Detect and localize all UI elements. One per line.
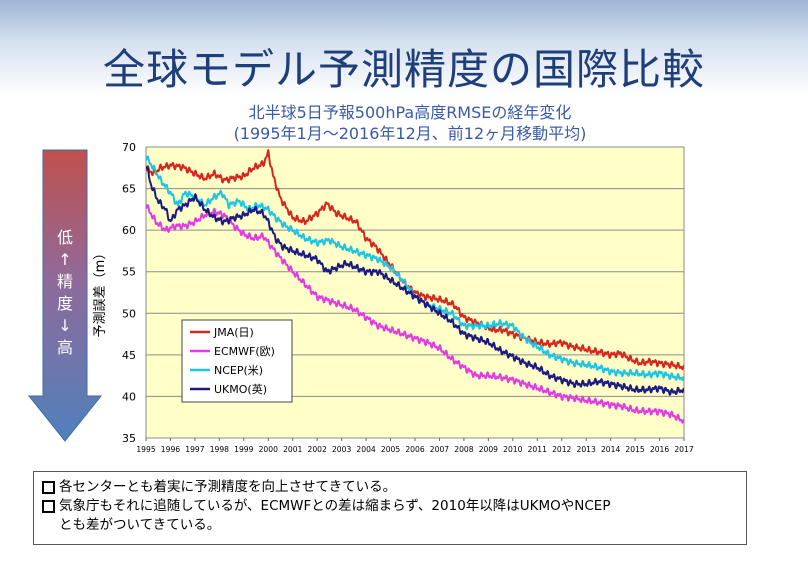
x-tick-label: 2007 bbox=[430, 445, 449, 454]
note-text: とも差がついてきている。 bbox=[59, 517, 221, 533]
header-band bbox=[0, 0, 808, 96]
note-text: 各センターとも着実に予測精度を向上させてきている。 bbox=[59, 479, 397, 495]
x-tick-label: 2010 bbox=[503, 445, 522, 454]
notes-box: 各センターとも着実に予測精度を向上させてきている。 気象庁もそれに追随しているが… bbox=[33, 471, 747, 545]
x-tick-label: 1996 bbox=[161, 445, 180, 454]
series-line bbox=[146, 149, 684, 371]
x-tick-labels: 1995 1996 1997 1998 1999 2000 2001 2002 2003 2004… bbox=[136, 438, 694, 454]
chart-subtitle-1: 北半球5日予報500hPa高度RMSEの経年変化 bbox=[248, 103, 572, 122]
page-title: 全球モデル予測精度の国際比較 bbox=[102, 45, 705, 94]
y-tick-label: 70 bbox=[122, 141, 136, 154]
y-axis-title: 予測誤差（m） bbox=[92, 247, 108, 338]
x-tick-label: 2003 bbox=[332, 445, 351, 454]
x-tick-label: 1995 bbox=[136, 445, 155, 454]
x-tick-label: 1998 bbox=[210, 445, 229, 454]
note-item: 気象庁もそれに追随しているが、ECMWFとの差は縮まらず、2010年以降はUKM… bbox=[42, 497, 738, 516]
note-item: とも差がついてきている。 bbox=[42, 516, 738, 535]
legend-label: NCEP(米) bbox=[214, 364, 263, 377]
x-tick-label: 2001 bbox=[283, 445, 302, 454]
legend-label: ECMWF(欧) bbox=[214, 345, 275, 358]
x-tick-label: 2016 bbox=[650, 445, 669, 454]
chart-subtitle-2: (1995年1月～2016年12月、前12ヶ月移動平均) bbox=[233, 124, 587, 143]
accuracy-arrow-label: 低 ↑ 精度 ↓ 高 bbox=[57, 228, 73, 357]
arrow-label-char: 高 bbox=[57, 338, 73, 357]
y-tick-labels: 35 40 45 50 55 60 65 70 bbox=[122, 141, 136, 445]
x-tick-label: 1997 bbox=[185, 445, 204, 454]
x-tick-label: 1999 bbox=[234, 445, 253, 454]
y-tick-label: 65 bbox=[122, 183, 136, 196]
checkbox-icon bbox=[42, 500, 55, 513]
y-tick-label: 60 bbox=[122, 224, 136, 237]
note-text: 気象庁もそれに追随しているが、ECMWFとの差は縮まらず、2010年以降はUKM… bbox=[59, 498, 611, 514]
legend-label: UKMO(英) bbox=[214, 382, 267, 396]
x-tick-label: 2009 bbox=[479, 445, 498, 454]
y-tick-label: 55 bbox=[122, 266, 136, 279]
x-tick-label: 2011 bbox=[528, 445, 547, 454]
arrow-label-char: 精 bbox=[57, 272, 73, 291]
y-tick-label: 50 bbox=[122, 307, 136, 320]
x-tick-label: 2013 bbox=[577, 445, 596, 454]
arrow-label-char: ↓ bbox=[58, 316, 71, 335]
x-tick-label: 2000 bbox=[259, 445, 278, 454]
legend: JMA(日) ECMWF(欧) NCEP(米) UKMO(英) bbox=[181, 319, 293, 403]
rmse-line-chart: 低 ↑ 精度 ↓ 高 予測誤差（m） 35 40 45 50 55 60 65 70 1995 1996… bbox=[27, 141, 694, 454]
y-tick-label: 40 bbox=[122, 390, 136, 403]
series-line bbox=[146, 204, 684, 424]
x-tick-label: 2015 bbox=[625, 445, 644, 454]
x-tick-label: 2008 bbox=[454, 445, 473, 454]
x-tick-label: 2006 bbox=[405, 445, 424, 454]
y-tick-label: 45 bbox=[122, 349, 136, 362]
x-tick-label: 2012 bbox=[552, 445, 571, 454]
series-line bbox=[146, 166, 684, 396]
note-item: 各センターとも着実に予測精度を向上させてきている。 bbox=[42, 478, 738, 497]
x-tick-label: 2017 bbox=[674, 445, 693, 454]
arrow-label-char: ↑ bbox=[58, 250, 71, 269]
x-tick-label: 2002 bbox=[308, 445, 327, 454]
legend-label: JMA(日) bbox=[213, 326, 254, 339]
x-tick-label: 2005 bbox=[381, 445, 400, 454]
x-tick-label: 2004 bbox=[356, 445, 375, 454]
series-lines bbox=[146, 149, 684, 424]
arrow-label-char: 度 bbox=[57, 294, 73, 313]
y-tick-label: 35 bbox=[122, 432, 136, 445]
arrow-label-char: 低 bbox=[57, 228, 73, 247]
accuracy-arrow bbox=[27, 149, 103, 442]
checkbox-icon bbox=[42, 481, 55, 494]
x-tick-label: 2014 bbox=[601, 445, 620, 454]
